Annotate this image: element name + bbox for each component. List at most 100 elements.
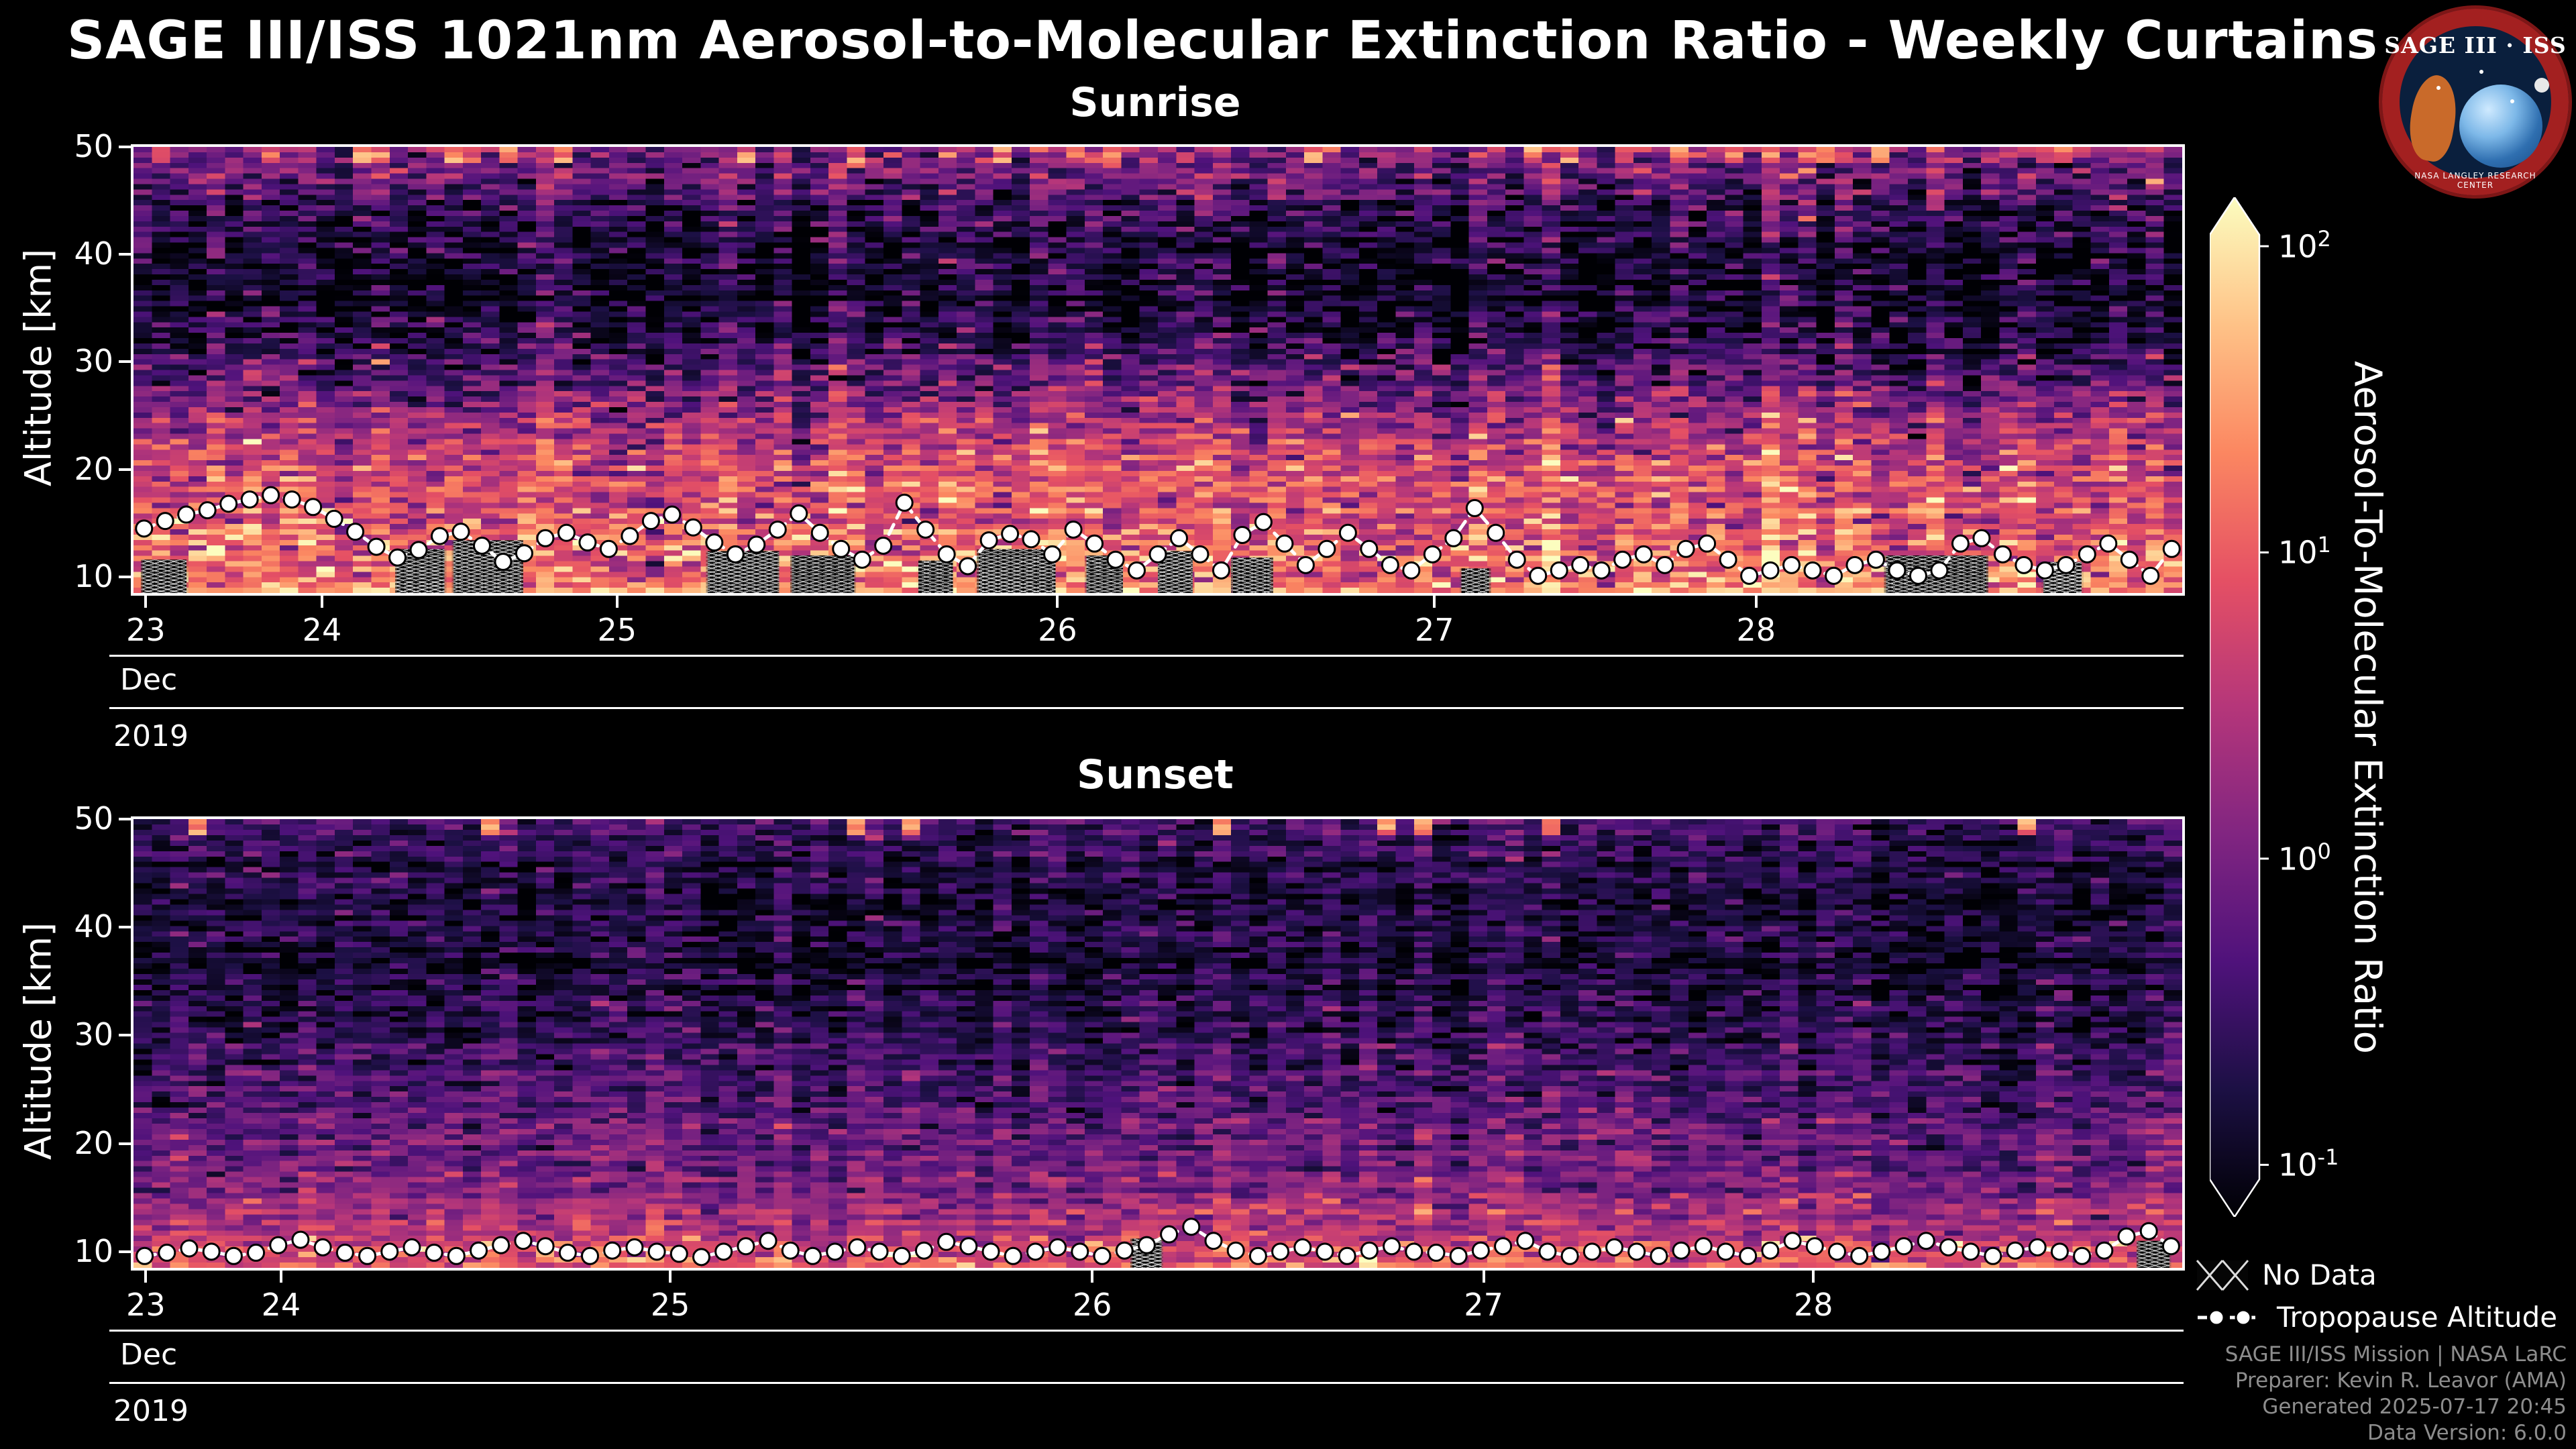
tropopause-marker xyxy=(1271,1242,1290,1261)
tropopause-marker xyxy=(2073,1246,2092,1265)
x-tick-label: 25 xyxy=(650,1287,690,1323)
tropopause-marker xyxy=(647,1242,666,1261)
y-tick-label: 30 xyxy=(74,343,113,380)
tropopause-marker xyxy=(177,505,196,524)
x-tick-label: 24 xyxy=(261,1287,301,1323)
y-tick-mark xyxy=(119,360,133,364)
tropopause-marker xyxy=(431,527,449,545)
x-tick-mark xyxy=(279,1268,282,1283)
tropopause-marker xyxy=(937,545,956,564)
tropopause-marker xyxy=(1296,555,1315,574)
tropopause-marker xyxy=(367,537,386,556)
logo-star xyxy=(2479,70,2483,74)
logo-title: SAGE III · ISS xyxy=(2384,32,2567,58)
tropopause-marker xyxy=(2015,555,2033,574)
tropopause-marker xyxy=(1212,561,1230,580)
tropopause-marker xyxy=(536,529,555,547)
x-tick-label: 24 xyxy=(302,612,342,648)
x-tick-label: 28 xyxy=(1736,612,1776,648)
tropopause-marker xyxy=(1825,566,1843,585)
tropopause-marker xyxy=(1465,498,1484,517)
x-tick-mark xyxy=(1754,593,1758,608)
tropopause-marker xyxy=(1004,1246,1022,1265)
x-tick-mark xyxy=(669,1268,672,1283)
y-tick-mark xyxy=(119,468,133,471)
tropopause-marker xyxy=(247,1243,266,1262)
tropopause-marker xyxy=(1676,539,1695,558)
tropopause-marker xyxy=(810,523,829,542)
tropopause-marker xyxy=(641,512,660,531)
tropopause-marker xyxy=(1516,1232,1535,1250)
tropopause-marker xyxy=(870,1242,889,1261)
tropopause-marker xyxy=(1115,1241,1134,1260)
tropopause-marker xyxy=(282,490,301,509)
x-tick-mark xyxy=(1812,1268,1815,1283)
tropopause-marker xyxy=(1719,550,1737,569)
colorbar-tick-label: 100 xyxy=(2278,838,2331,877)
tropopause-marker xyxy=(981,1242,1000,1261)
tropopause-marker xyxy=(1405,1242,1424,1261)
tropopause-marker xyxy=(737,1237,755,1256)
x-tick-mark xyxy=(144,593,148,608)
tropopause-marker xyxy=(1894,1237,1913,1256)
tropopause-marker xyxy=(2028,1238,2047,1256)
tropopause-marker xyxy=(581,1246,600,1265)
tropopause-marker xyxy=(313,1238,332,1256)
tropopause-marker xyxy=(705,533,724,552)
tropopause-marker xyxy=(663,505,682,524)
tropopause-marker xyxy=(1204,1232,1223,1250)
tropopause-marker xyxy=(1716,1242,1735,1261)
tropopause-marker xyxy=(1550,561,1568,580)
tropopause-marker xyxy=(1739,1246,1758,1265)
y-tick-mark xyxy=(119,1250,133,1253)
x-tick-mark xyxy=(144,1268,148,1283)
y-tick-label: 10 xyxy=(74,1232,113,1269)
tropopause-marker xyxy=(1427,1243,1446,1262)
tropopause-marker xyxy=(515,544,533,563)
tropopause-marker xyxy=(1071,1242,1089,1261)
legend-item-tropopause: Tropopause Altitude xyxy=(2196,1301,2557,1334)
tropopause-marker xyxy=(1613,550,1632,569)
x-tick-mark xyxy=(1091,1268,1094,1283)
tropopause-marker xyxy=(959,557,977,576)
tropopause-marker xyxy=(1148,545,1167,564)
x-tick-label: 23 xyxy=(126,1287,166,1323)
tropopause-line-icon xyxy=(2198,1309,2262,1326)
y-tick-label: 40 xyxy=(74,235,113,272)
tropopause-marker xyxy=(335,1243,354,1262)
tropopause-marker xyxy=(1740,566,1759,585)
x-axis-year-label: 2019 xyxy=(113,1394,189,1428)
tropopause-marker xyxy=(1529,566,1548,585)
tropopause-marker xyxy=(832,539,851,558)
tropopause-marker xyxy=(1672,1241,1690,1260)
tropopause-marker xyxy=(409,541,428,559)
y-tick-mark xyxy=(119,818,133,820)
tropopause-marker xyxy=(1850,1246,1869,1265)
tropopause-marker xyxy=(2078,545,2096,564)
tropopause-marker xyxy=(536,1237,555,1256)
credits-block: SAGE III/ISS Mission | NASA LaRC Preparer… xyxy=(2225,1342,2567,1446)
tropopause-marker xyxy=(494,553,513,572)
x-tick-label: 23 xyxy=(126,612,166,648)
tropopause-marker xyxy=(269,1236,288,1254)
tropopause-marker xyxy=(1984,1246,2002,1265)
tropopause-marker xyxy=(1783,1232,1802,1250)
tropopause-marker xyxy=(557,523,576,542)
tropopause-marker xyxy=(1571,555,1590,574)
x-tick-mark xyxy=(1433,593,1436,608)
tropopause-marker xyxy=(135,519,154,538)
sunrise-heatmap-panel: Dec 2019 10 20 30 40 50 23 24 25 26 27 28 xyxy=(74,128,2185,753)
tropopause-marker xyxy=(1026,1242,1044,1261)
x-tick-label: 28 xyxy=(1793,1287,1833,1323)
tropopause-marker xyxy=(158,1243,176,1262)
credit-line: Preparer: Kevin R. Leavor (AMA) xyxy=(2235,1368,2567,1393)
tropopause-marker xyxy=(1872,1242,1891,1261)
tropopause-marker xyxy=(1248,1246,1267,1265)
tropopause-marker xyxy=(558,1243,577,1262)
colorbar xyxy=(2208,195,2270,1219)
credit-line: Data Version: 6.0.0 xyxy=(2367,1421,2567,1445)
tropopause-marker xyxy=(1698,534,1717,553)
tropopause-marker xyxy=(1761,561,1780,580)
x-tick-mark xyxy=(615,593,619,608)
